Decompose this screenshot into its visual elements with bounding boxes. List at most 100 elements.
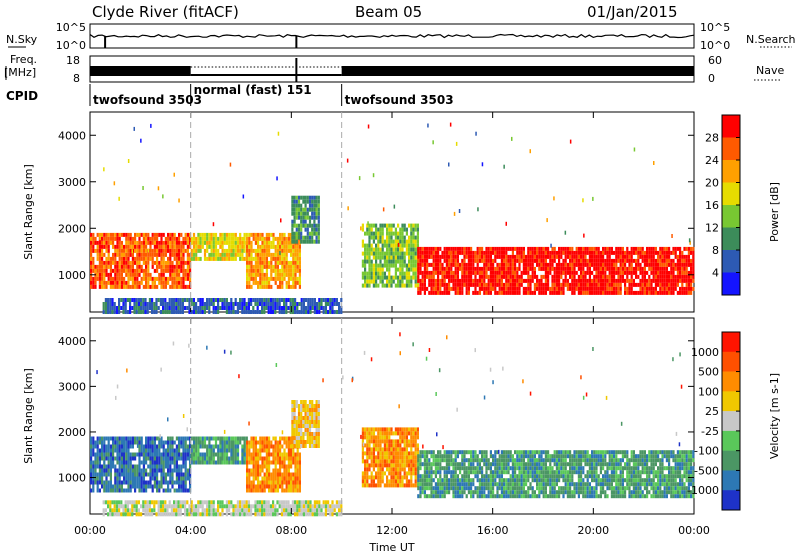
power-cell: [250, 268, 253, 273]
power-cell: [595, 290, 598, 295]
power-cell: [688, 238, 691, 243]
velocity-cell: [171, 468, 174, 473]
velocity-cell: [276, 468, 279, 473]
velocity-cell: [96, 444, 99, 449]
velocity-cell: [149, 460, 152, 465]
power-cell: [593, 274, 596, 279]
power-cell: [606, 274, 609, 279]
velocity-cell: [184, 480, 187, 485]
velocity-cell: [317, 432, 320, 436]
power-cell: [511, 262, 514, 267]
velocity-cell: [149, 440, 152, 445]
power-cell: [498, 270, 501, 275]
power-cell: [692, 250, 695, 255]
power-cell: [133, 310, 136, 314]
velocity-cell: [254, 484, 257, 489]
power-cell: [571, 274, 574, 279]
freq-tick-top: 18: [66, 54, 80, 67]
power-cell: [536, 246, 539, 251]
velocity-cell: [246, 456, 249, 461]
power-cell: [518, 246, 521, 251]
power-cell: [290, 264, 293, 269]
power-cell: [254, 264, 257, 269]
power-cell: [158, 248, 161, 253]
velocity-cell: [383, 443, 386, 448]
velocity-cell: [178, 440, 181, 445]
velocity-cell: [315, 424, 318, 428]
power-cell: [239, 244, 242, 249]
power-cell: [127, 244, 130, 249]
velocity-cell: [145, 460, 148, 465]
power-cell: [531, 274, 534, 279]
power-cell: [142, 298, 145, 302]
velocity-cell: [361, 483, 364, 488]
power-cell: [518, 274, 521, 279]
velocity-cell: [180, 464, 183, 469]
power-cell: [467, 266, 470, 271]
power-cell: [136, 268, 139, 273]
velocity-cell: [295, 400, 298, 404]
power-cell: [679, 258, 682, 263]
power-cell: [160, 240, 163, 245]
power-cell: [560, 266, 563, 271]
velocity-cell: [283, 436, 286, 441]
power-cell: [228, 232, 231, 237]
velocity-cell: [164, 460, 167, 465]
power-cell: [434, 282, 437, 287]
power-cell: [96, 272, 99, 277]
power-cell: [308, 231, 312, 236]
power-cell: [474, 282, 477, 287]
velocity-cell: [388, 439, 391, 444]
power-cell: [445, 270, 448, 275]
velocity-cell: [246, 468, 249, 473]
velocity-cell: [134, 452, 137, 457]
velocity-cell: [272, 480, 275, 485]
power-cell: [333, 302, 336, 306]
power-cell: [403, 283, 406, 288]
power-cell: [403, 255, 406, 260]
power-cell: [257, 264, 260, 269]
velocity-cell: [236, 456, 240, 461]
power-cell: [123, 260, 126, 265]
velocity-cell: [103, 444, 106, 449]
power-cell: [584, 270, 587, 275]
power-cell: [383, 251, 386, 256]
velocity-cell: [405, 463, 408, 468]
velocity-cell: [145, 436, 148, 441]
velocity-cell: [138, 456, 141, 461]
power-cell: [136, 284, 139, 289]
power-cell: [248, 260, 251, 265]
power-cell: [621, 250, 624, 255]
power-cell: [270, 276, 273, 281]
power-cell: [164, 264, 167, 269]
power-cell: [529, 262, 532, 267]
power-cell: [294, 260, 297, 265]
velocity-cell: [208, 444, 211, 449]
power-cell: [285, 298, 288, 302]
power-cell: [263, 240, 266, 245]
power-cell: [423, 270, 426, 275]
power-cell: [617, 254, 620, 259]
power-cell: [311, 207, 314, 212]
power-cell: [308, 239, 312, 244]
power-cell: [394, 255, 397, 260]
power-cell: [90, 240, 93, 245]
power-cell: [650, 254, 653, 259]
velocity-cell: [136, 480, 139, 485]
velocity-cell: [208, 436, 211, 441]
power-cell: [608, 290, 611, 295]
velocity-cell: [383, 483, 386, 488]
power-cell: [500, 250, 503, 255]
power-cell: [588, 274, 591, 279]
power-cell: [302, 219, 305, 224]
power-cell: [584, 290, 587, 295]
velocity-cell: [401, 475, 404, 480]
velocity-cell: [390, 427, 393, 432]
velocity-cell: [426, 494, 429, 499]
power-cell: [201, 310, 204, 314]
velocity-cell: [298, 488, 301, 493]
power-cell: [127, 276, 130, 281]
power-cell: [107, 272, 110, 277]
power-cell: [136, 264, 139, 269]
velocity-cell: [167, 468, 170, 473]
